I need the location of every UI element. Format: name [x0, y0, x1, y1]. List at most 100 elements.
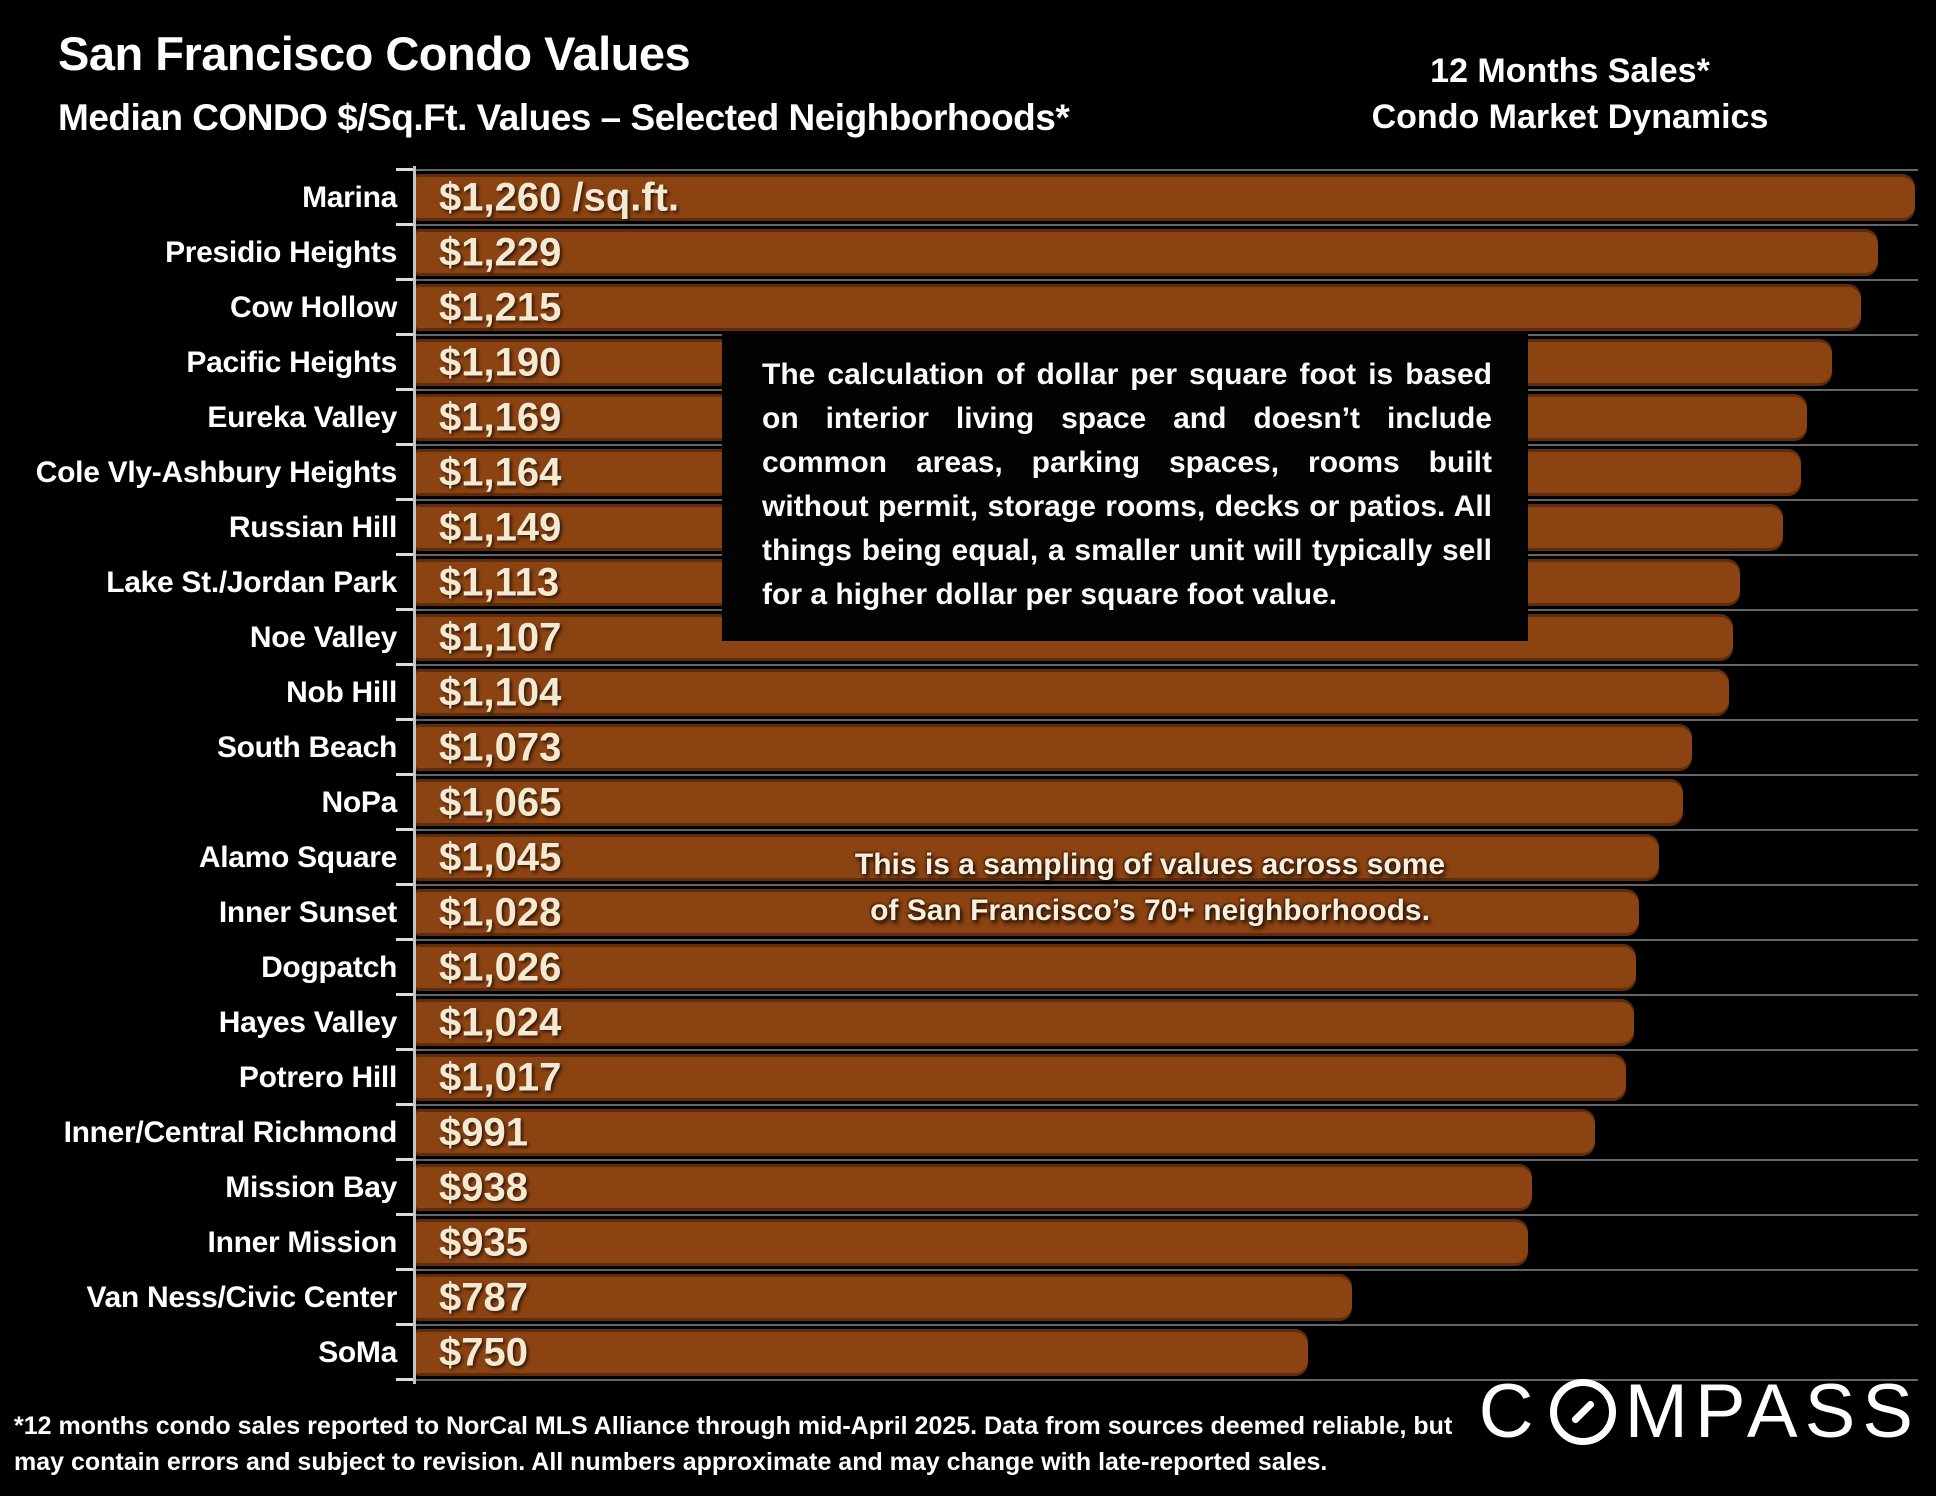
page-title: San Francisco Condo Values [58, 27, 691, 80]
right-header: 12 Months Sales* Condo Market Dynamics [1240, 48, 1900, 140]
gridline [414, 169, 1918, 171]
bar-value: $1,026 [439, 945, 562, 989]
sampling-note-line2: of San Francisco’s 70+ neighborhoods. [870, 894, 1430, 927]
gridline [414, 1104, 1918, 1106]
bar-label: Russian Hill [228, 510, 397, 544]
right-header-line1: 12 Months Sales* [1430, 52, 1710, 90]
bar-track: $1,215 [415, 280, 1915, 335]
axis-tick [396, 1268, 414, 1271]
gridline [414, 774, 1918, 776]
axis-tick [396, 223, 414, 226]
bar-value: $1,104 [439, 670, 562, 714]
bar-row: Presidio Heights $1,229 [0, 225, 1936, 280]
axis-tick [396, 1213, 414, 1216]
bar-label: Eureka Valley [207, 400, 397, 434]
bar-label: Cole Vly-Ashbury Heights [35, 455, 398, 489]
axis-tick [396, 1048, 414, 1051]
bar: $1,215 [415, 284, 1862, 331]
axis-tick [396, 938, 414, 941]
bar: $991 [415, 1109, 1595, 1156]
callout-box: The calculation of dollar per square foo… [722, 331, 1528, 641]
bar-value: $1,190 [439, 340, 562, 384]
bar-label: Noe Valley [249, 620, 397, 654]
bar-row: Potrero Hill $1,017 [0, 1050, 1936, 1105]
bar-track: $1,260 /sq.ft. [415, 170, 1915, 225]
bar-label: Potrero Hill [238, 1060, 397, 1094]
bar-label: Presidio Heights [165, 235, 397, 269]
axis-tick [396, 443, 414, 446]
bar-row: South Beach $1,073 [0, 720, 1936, 775]
axis-tick [396, 663, 414, 666]
axis-tick [396, 828, 414, 831]
axis-tick [396, 608, 414, 611]
axis-tick [396, 718, 414, 721]
bar-row: NoPa $1,065 [0, 775, 1936, 830]
bar-row: Nob Hill $1,104 [0, 665, 1936, 720]
axis-tick [396, 388, 414, 391]
bar-row: Mission Bay $938 [0, 1160, 1936, 1215]
bar-label: SoMa [318, 1335, 397, 1369]
bar-value: $1,169 [439, 395, 562, 439]
footnote-line2: may contain errors and subject to revisi… [14, 1448, 1328, 1476]
bar-label: Alamo Square [198, 840, 397, 874]
bar-value: $1,215 [439, 285, 562, 329]
bar-label: Lake St./Jordan Park [106, 565, 397, 599]
bar-value: $1,028 [439, 890, 562, 934]
bar: $1,229 [415, 229, 1879, 276]
axis-tick [396, 1103, 414, 1106]
bar-value: $1,113 [439, 560, 560, 604]
gridline [414, 1379, 1918, 1381]
compass-logo-rest: MPASS [1624, 1369, 1920, 1454]
bar-track: $1,028 [415, 885, 1915, 940]
bar-label: South Beach [216, 730, 397, 764]
bar: $1,026 [415, 944, 1637, 991]
bar-track: $935 [415, 1215, 1915, 1270]
bar-value: $1,073 [439, 725, 562, 769]
bar-value: $1,260 /sq.ft. [439, 175, 680, 219]
bar: $1,028 [415, 889, 1639, 936]
footnote-line1: *12 months condo sales reported to NorCa… [14, 1412, 1453, 1440]
gridline [414, 719, 1918, 721]
axis-tick [396, 993, 414, 996]
bar-row: Hayes Valley $1,024 [0, 995, 1936, 1050]
bar-value: $938 [439, 1165, 528, 1209]
axis-tick [396, 168, 414, 171]
bar-row: Inner/Central Richmond $991 [0, 1105, 1936, 1160]
bar-row: Cow Hollow $1,215 [0, 280, 1936, 335]
bar: $1,045 [415, 834, 1660, 881]
bar-row: Inner Sunset $1,028 [0, 885, 1936, 940]
bar-value: $787 [439, 1275, 528, 1319]
axis-tick [396, 773, 414, 776]
axis-tick [396, 333, 414, 336]
bar-track: $938 [415, 1160, 1915, 1215]
bar-label: Marina [302, 180, 397, 214]
bar: $1,073 [415, 724, 1693, 771]
axis-tick [396, 883, 414, 886]
bar: $1,104 [415, 669, 1730, 716]
bar: $1,065 [415, 779, 1683, 826]
bar-track: $1,073 [415, 720, 1915, 775]
bar-row: Marina $1,260 /sq.ft. [0, 170, 1936, 225]
compass-logo-c: C [1478, 1369, 1541, 1454]
gridline [414, 1214, 1918, 1216]
gridline [414, 939, 1918, 941]
gridline [414, 1324, 1918, 1326]
bar-value: $1,045 [439, 835, 562, 879]
bar-track: $1,017 [415, 1050, 1915, 1105]
bar-row: Dogpatch $1,026 [0, 940, 1936, 995]
bar: $1,024 [415, 999, 1635, 1046]
bar-label: Cow Hollow [230, 290, 397, 324]
bar-track: $991 [415, 1105, 1915, 1160]
bar: $1,017 [415, 1054, 1626, 1101]
gridline [414, 279, 1918, 281]
axis-tick [396, 1323, 414, 1326]
bar-track: $1,104 [415, 665, 1915, 720]
bar-row: Inner Mission $935 [0, 1215, 1936, 1270]
gridline [414, 224, 1918, 226]
bar-label: Pacific Heights [186, 345, 397, 379]
bar-track: $1,026 [415, 940, 1915, 995]
bar: $935 [415, 1219, 1529, 1266]
bar-label: Dogpatch [261, 950, 397, 984]
compass-needle-icon [1570, 1399, 1595, 1425]
